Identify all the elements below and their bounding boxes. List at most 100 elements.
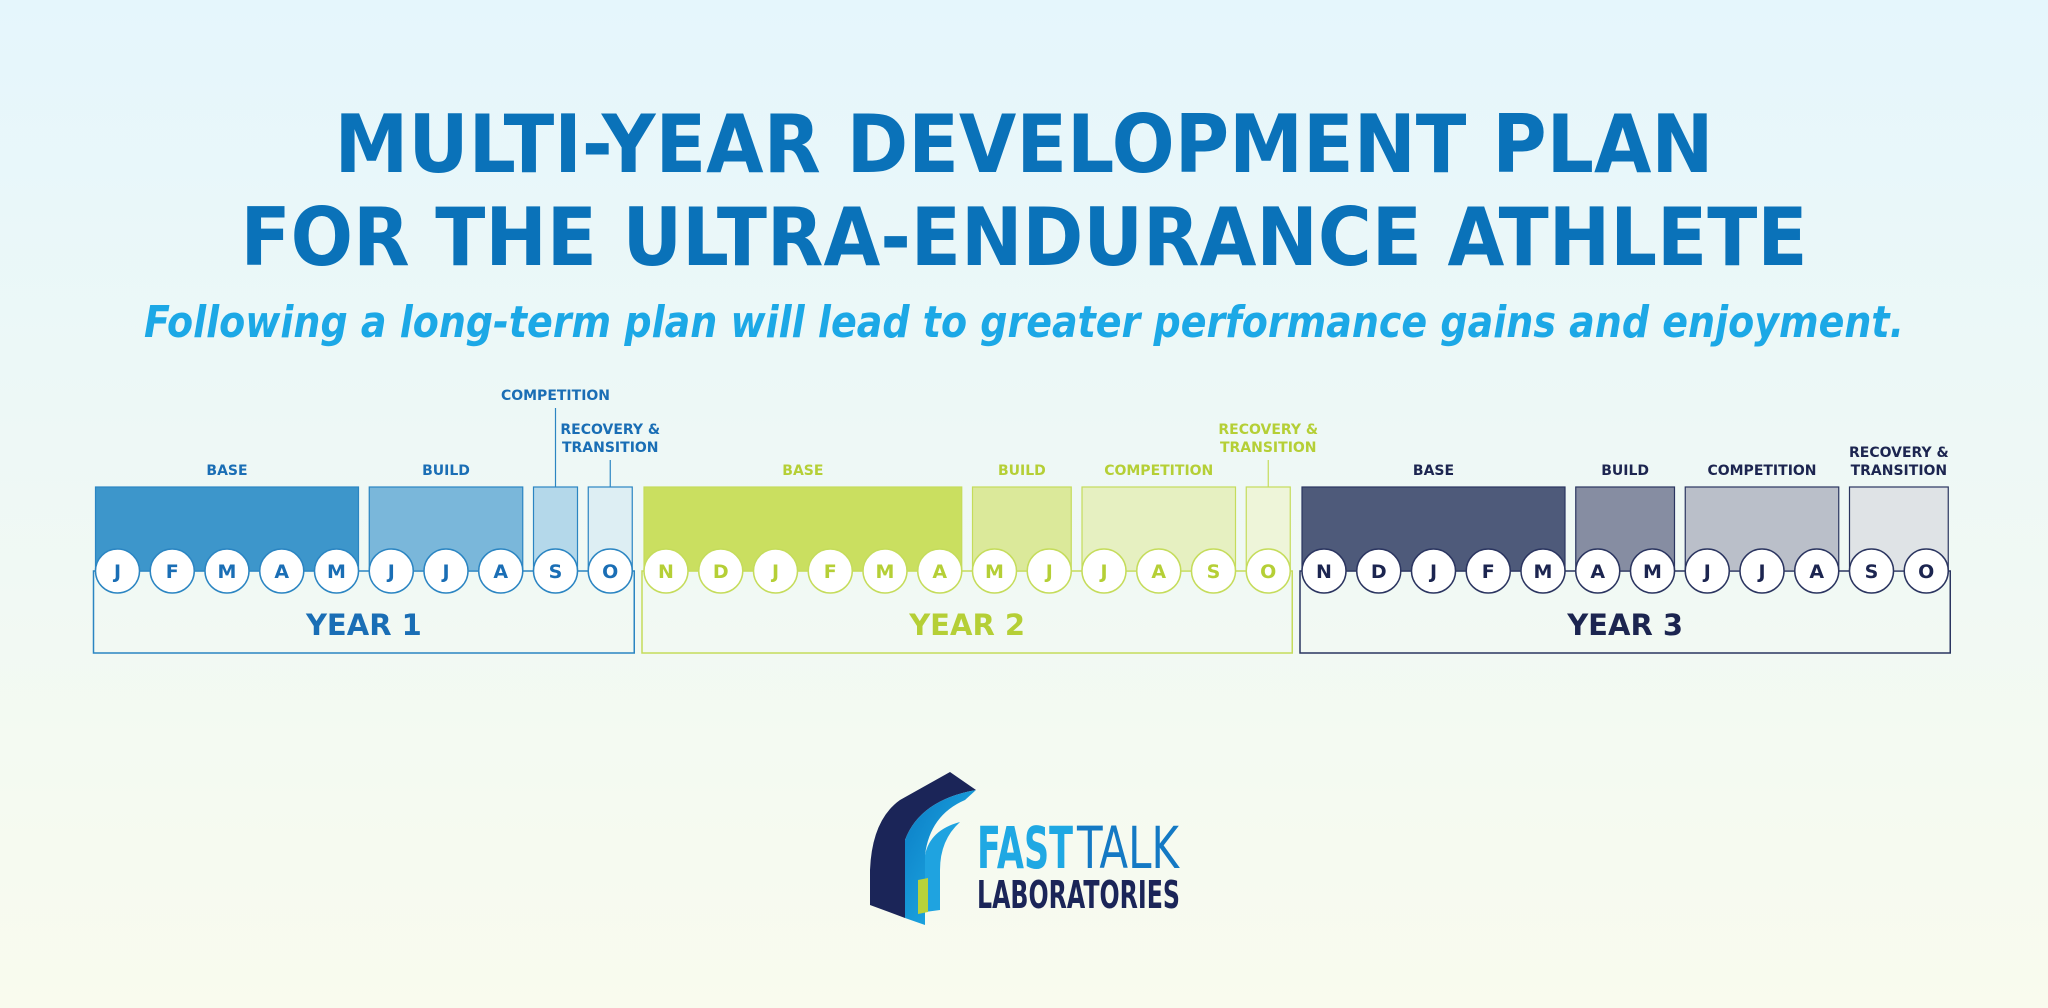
- month-circle: [1684, 548, 1730, 594]
- month-circle: [94, 548, 141, 594]
- phase-label: BASE: [782, 463, 823, 479]
- month-label: N: [658, 561, 674, 583]
- phase-label: COMPETITION: [1104, 463, 1213, 479]
- month-circle: [971, 548, 1018, 594]
- month-circle: [532, 548, 579, 594]
- month-circle: [478, 548, 524, 594]
- logo-shape: [870, 772, 976, 918]
- month-circle: [1136, 548, 1182, 594]
- month-label: M: [876, 561, 895, 583]
- month-circle: [259, 548, 305, 594]
- month-label: A: [1590, 561, 1605, 583]
- month-circle: [313, 548, 360, 594]
- month-label: J: [440, 561, 449, 583]
- month-circle: [1520, 548, 1566, 594]
- year-box: [92, 570, 635, 654]
- phase-label: TRANSITION: [1220, 440, 1317, 456]
- month-circle: [917, 548, 963, 594]
- month-label: M: [327, 561, 346, 583]
- month-label: M: [1534, 561, 1553, 583]
- month-label: S: [1865, 561, 1879, 583]
- phase-block: [643, 486, 963, 572]
- phase-label: RECOVERY &: [560, 422, 660, 438]
- phase-label: BUILD: [998, 463, 1046, 479]
- month-circle: [149, 548, 195, 594]
- month-label: A: [932, 561, 947, 583]
- month-label: S: [1207, 561, 1221, 583]
- month-circle: [1301, 548, 1347, 594]
- phase-label: BUILD: [422, 463, 470, 479]
- month-label: A: [1151, 561, 1166, 583]
- month-label: M: [218, 561, 237, 583]
- month-circle: [1190, 548, 1237, 594]
- phase-label: BASE: [206, 463, 247, 479]
- phase-label: BASE: [1413, 463, 1454, 479]
- month-label: M: [985, 561, 1004, 583]
- month-label: J: [770, 561, 779, 583]
- month-label: J: [386, 561, 395, 583]
- month-label: A: [274, 561, 289, 583]
- month-label: D: [713, 561, 729, 583]
- logo: FAST TALK LABORATORIES: [870, 772, 1180, 925]
- month-circle: [423, 548, 469, 594]
- month-circle: [1245, 548, 1291, 594]
- month-label: J: [1756, 561, 1765, 583]
- month-circle: [698, 548, 744, 594]
- month-circle: [1410, 548, 1457, 594]
- phase-label: RECOVERY &: [1849, 445, 1949, 461]
- year-label: YEAR 1: [305, 608, 422, 642]
- month-circle: [1794, 548, 1840, 594]
- month-circle: [587, 548, 633, 594]
- month-label: A: [493, 561, 508, 583]
- month-circle: [1903, 548, 1949, 594]
- logo-word: TALK: [1076, 814, 1180, 882]
- month-circle: [1465, 548, 1511, 594]
- title-line: MULTI-YEAR DEVELOPMENT PLAN: [335, 98, 1714, 191]
- month-label: S: [549, 561, 563, 583]
- phase-label: COMPETITION: [501, 388, 610, 404]
- month-label: D: [1371, 561, 1387, 583]
- month-circle: [752, 548, 799, 594]
- phase-label: RECOVERY &: [1218, 422, 1318, 438]
- logo-shape: [925, 822, 960, 912]
- month-label: J: [1098, 561, 1107, 583]
- subtitle: Following a long-term plan will lead to …: [144, 297, 1904, 348]
- month-label: M: [1643, 561, 1662, 583]
- month-label: O: [1918, 561, 1934, 583]
- month-label: O: [602, 561, 618, 583]
- month-label: J: [1044, 561, 1053, 583]
- month-circle: [368, 548, 414, 594]
- month-circle: [1629, 548, 1676, 594]
- phase-label: TRANSITION: [1851, 463, 1948, 479]
- month-label: F: [166, 561, 179, 583]
- month-circle: [204, 548, 250, 594]
- month-circle: [1739, 548, 1785, 594]
- month-circle: [1848, 548, 1895, 594]
- logo-shape: [918, 878, 928, 914]
- month-circle: [1575, 548, 1621, 594]
- month-label: A: [1809, 561, 1824, 583]
- year-box: [641, 570, 1293, 654]
- month-label: F: [1482, 561, 1495, 583]
- logo-word: LABORATORIES: [977, 873, 1180, 917]
- month-label: J: [1428, 561, 1437, 583]
- phase-label: BUILD: [1601, 463, 1649, 479]
- month-circle: [862, 548, 908, 594]
- month-label: J: [1702, 561, 1711, 583]
- logo-word: FAST: [977, 814, 1073, 882]
- phase-label: COMPETITION: [1707, 463, 1816, 479]
- year-label: YEAR 2: [908, 608, 1025, 642]
- title-line: FOR THE ULTRA-ENDURANCE ATHLETE: [241, 191, 1808, 284]
- month-label: N: [1316, 561, 1332, 583]
- month-label: O: [1260, 561, 1276, 583]
- timeline: YEAR 1 BASE J F M A M BUILD J J A COMPETITION S RECOV…: [92, 388, 1951, 654]
- month-label: J: [112, 561, 121, 583]
- month-circle: [1026, 548, 1072, 594]
- month-label: F: [824, 561, 837, 583]
- month-circle: [643, 548, 689, 594]
- year-label: YEAR 3: [1566, 608, 1683, 642]
- month-circle: [1356, 548, 1402, 594]
- phase-label: TRANSITION: [562, 440, 659, 456]
